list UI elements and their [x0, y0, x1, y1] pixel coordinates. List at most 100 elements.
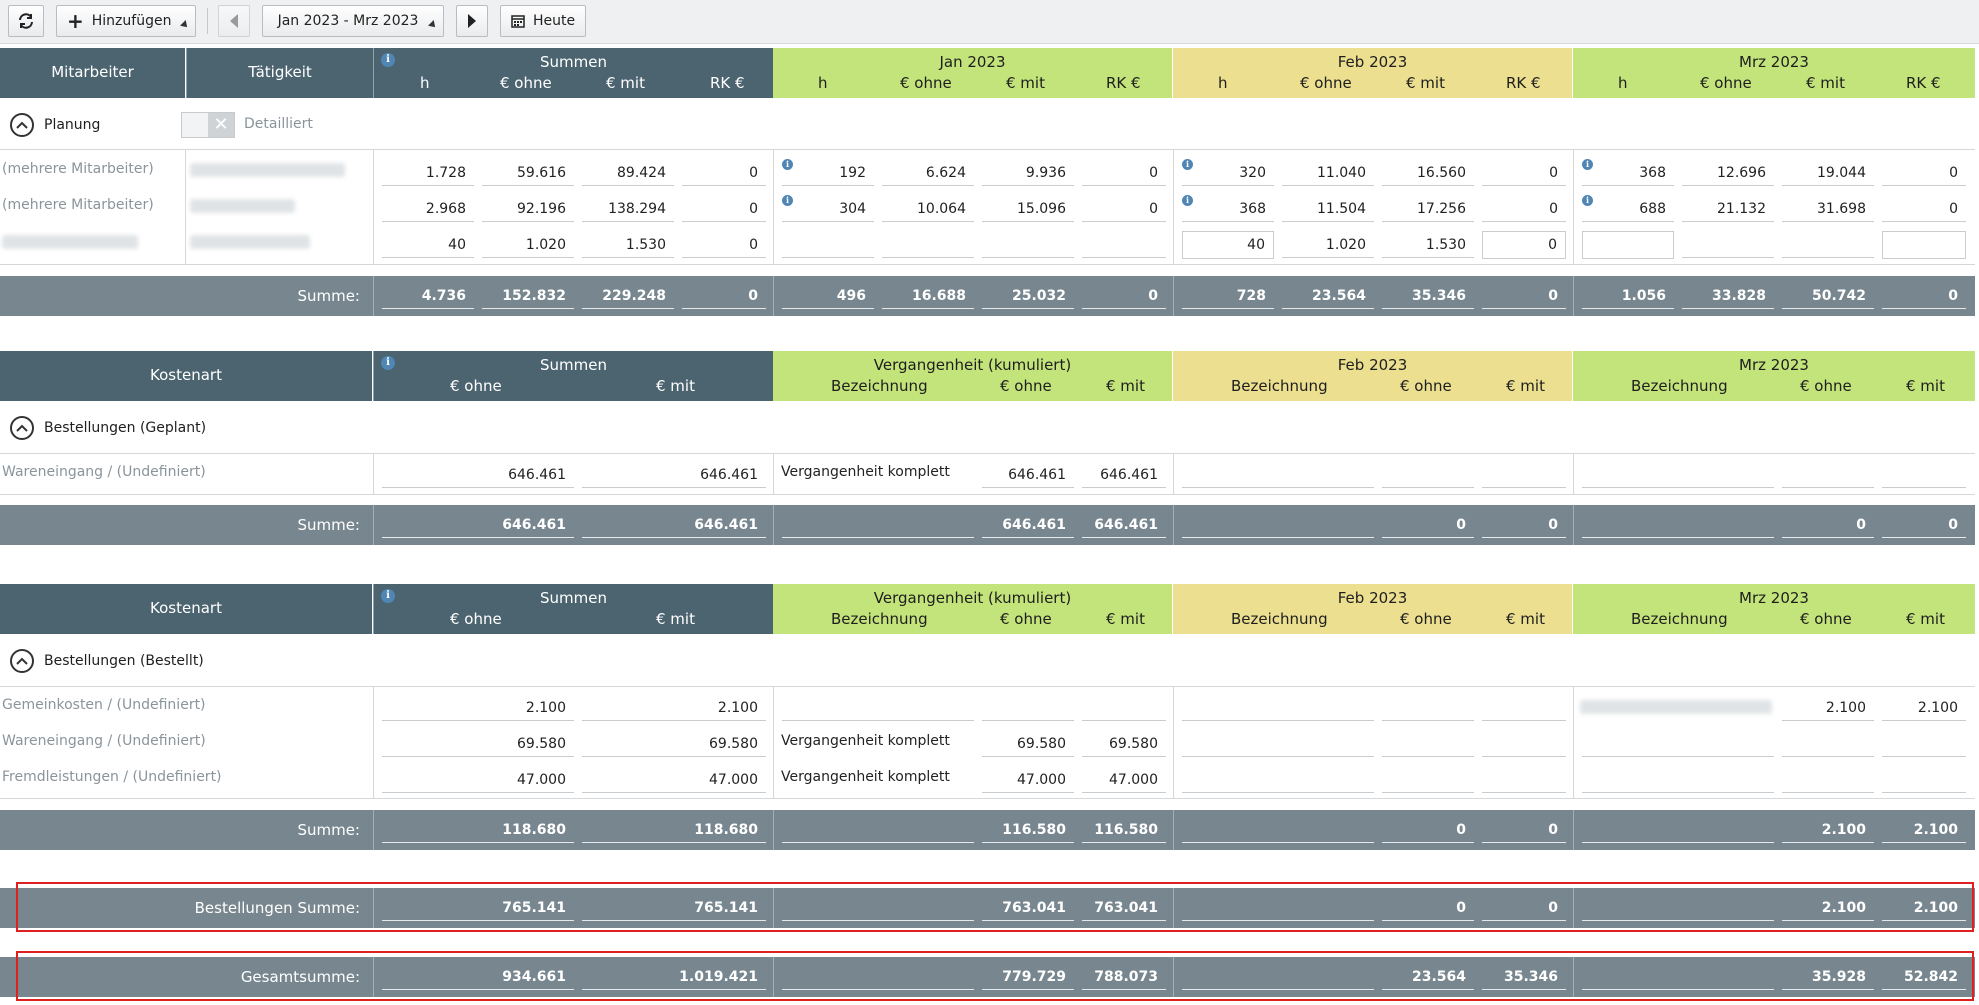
- verg-eur-mit-cell[interactable]: [1082, 695, 1166, 721]
- sum-eur-mit-cell[interactable]: 1.530: [582, 232, 674, 258]
- sum-eur-mit-cell[interactable]: 89.424: [582, 160, 674, 186]
- feb-eur-ohne-cell[interactable]: 1.020: [1282, 232, 1374, 258]
- feb-h-cell[interactable]: 368: [1182, 196, 1274, 222]
- feb-eur-ohne-cell[interactable]: [1382, 731, 1474, 757]
- feb-rk-input[interactable]: 0: [1482, 231, 1566, 259]
- sum-eur-mit-cell[interactable]: 646.461: [582, 462, 766, 488]
- verg-eur-mit-cell[interactable]: 69.580: [1082, 731, 1166, 757]
- mrz-eur-mit-cell[interactable]: 2.100: [1882, 695, 1966, 721]
- feb-h-cell[interactable]: 320: [1182, 160, 1274, 186]
- jan-eur-mit-cell[interactable]: [982, 232, 1074, 258]
- feb-bezeichnung-cell[interactable]: [1182, 462, 1374, 488]
- sum-eur-ohne-cell[interactable]: 1.020: [482, 232, 574, 258]
- mrz-rk-cell[interactable]: 0: [1882, 160, 1966, 186]
- mrz-eur-ohne-cell[interactable]: 12.696: [1682, 160, 1774, 186]
- mrz-eur-ohne-cell[interactable]: 21.132: [1682, 196, 1774, 222]
- sum-eur-mit-cell[interactable]: 138.294: [582, 196, 674, 222]
- jan-eur-ohne-cell[interactable]: 6.624: [882, 160, 974, 186]
- sum-rk-cell[interactable]: 0: [682, 160, 766, 186]
- info-icon[interactable]: i: [1582, 195, 1593, 206]
- mrz-eur-mit-cell[interactable]: [1882, 462, 1966, 488]
- feb-eur-mit-cell[interactable]: [1482, 695, 1566, 721]
- verg-bezeichnung-cell[interactable]: [782, 695, 974, 721]
- feb-h-input[interactable]: 40: [1182, 231, 1274, 259]
- info-icon[interactable]: i: [1182, 159, 1193, 170]
- mrz-bezeichnung-cell[interactable]: [1582, 462, 1774, 488]
- feb-eur-mit-cell[interactable]: [1482, 462, 1566, 488]
- mrz-h-input[interactable]: [1582, 231, 1674, 259]
- info-icon[interactable]: i: [1182, 195, 1193, 206]
- verg-eur-ohne-cell[interactable]: 47.000: [982, 767, 1074, 793]
- jan-rk-cell[interactable]: [1082, 232, 1166, 258]
- collapse-chevron-icon[interactable]: [10, 113, 34, 137]
- sum-h-cell[interactable]: 2.968: [382, 196, 474, 222]
- planung-header-mitarbeiter[interactable]: Mitarbeiter: [0, 48, 185, 98]
- feb-eur-ohne-cell[interactable]: 11.040: [1282, 160, 1374, 186]
- collapse-chevron-icon[interactable]: [10, 416, 34, 440]
- mrz-eur-mit-cell[interactable]: 31.698: [1782, 196, 1874, 222]
- feb-eur-mit-cell[interactable]: 1.530: [1382, 232, 1474, 258]
- mrz-bezeichnung-cell[interactable]: [1582, 695, 1774, 721]
- jan-h-cell[interactable]: 192: [782, 160, 874, 186]
- collapse-chevron-icon[interactable]: [10, 649, 34, 673]
- feb-eur-ohne-cell[interactable]: 11.504: [1282, 196, 1374, 222]
- info-icon[interactable]: i: [1582, 159, 1593, 170]
- sum-rk-cell[interactable]: 0: [682, 196, 766, 222]
- feb-bezeichnung-cell[interactable]: [1182, 767, 1374, 793]
- jan-rk-cell[interactable]: 0: [1082, 160, 1166, 186]
- feb-eur-mit-cell[interactable]: [1482, 767, 1566, 793]
- today-button[interactable]: Heute: [500, 5, 586, 37]
- mrz-eur-ohne-cell[interactable]: [1782, 462, 1874, 488]
- period-selector[interactable]: Jan 2023 - Mrz 2023: [262, 5, 444, 37]
- refresh-button[interactable]: [8, 5, 44, 37]
- feb-eur-ohne-cell[interactable]: [1382, 767, 1474, 793]
- bestellt-header-kostenart[interactable]: Kostenart: [0, 584, 372, 634]
- sum-eur-ohne-cell[interactable]: 92.196: [482, 196, 574, 222]
- mrz-bezeichnung-cell[interactable]: [1582, 731, 1774, 757]
- sum-h-cell[interactable]: 1.728: [382, 160, 474, 186]
- sum-eur-ohne-cell[interactable]: 2.100: [382, 695, 574, 721]
- mrz-bezeichnung-cell[interactable]: [1582, 767, 1774, 793]
- jan-eur-mit-cell[interactable]: 15.096: [982, 196, 1074, 222]
- jan-eur-ohne-cell[interactable]: 10.064: [882, 196, 974, 222]
- info-icon[interactable]: i: [782, 195, 793, 206]
- feb-eur-mit-cell[interactable]: 17.256: [1382, 196, 1474, 222]
- sum-rk-cell[interactable]: 0: [682, 232, 766, 258]
- verg-eur-ohne-cell[interactable]: [982, 695, 1074, 721]
- verg-bezeichnung-cell[interactable]: Vergangenheit komplett: [781, 733, 950, 749]
- jan-h-cell[interactable]: [782, 232, 874, 258]
- verg-eur-ohne-cell[interactable]: 646.461: [982, 462, 1074, 488]
- feb-bezeichnung-cell[interactable]: [1182, 695, 1374, 721]
- mrz-eur-mit-cell[interactable]: [1782, 232, 1874, 258]
- jan-rk-cell[interactable]: 0: [1082, 196, 1166, 222]
- feb-eur-mit-cell[interactable]: [1482, 731, 1566, 757]
- verg-bezeichnung-cell[interactable]: Vergangenheit komplett: [781, 769, 950, 785]
- jan-h-cell[interactable]: 304: [782, 196, 874, 222]
- verg-eur-mit-cell[interactable]: 646.461: [1082, 462, 1166, 488]
- feb-rk-cell[interactable]: 0: [1482, 160, 1566, 186]
- info-icon[interactable]: i: [381, 589, 395, 603]
- previous-period-button[interactable]: [218, 5, 250, 37]
- mrz-rk-cell[interactable]: 0: [1882, 196, 1966, 222]
- sum-eur-mit-cell[interactable]: 69.580: [582, 731, 766, 757]
- mrz-eur-ohne-cell[interactable]: [1782, 767, 1874, 793]
- feb-bezeichnung-cell[interactable]: [1182, 731, 1374, 757]
- sum-eur-ohne-cell[interactable]: 47.000: [382, 767, 574, 793]
- mrz-h-cell[interactable]: 368: [1582, 160, 1674, 186]
- mrz-eur-mit-cell[interactable]: 19.044: [1782, 160, 1874, 186]
- verg-eur-mit-cell[interactable]: 47.000: [1082, 767, 1166, 793]
- next-period-button[interactable]: [456, 5, 488, 37]
- mrz-eur-ohne-cell[interactable]: [1782, 731, 1874, 757]
- sum-eur-mit-cell[interactable]: 2.100: [582, 695, 766, 721]
- sum-eur-ohne-cell[interactable]: 69.580: [382, 731, 574, 757]
- sum-eur-ohne-cell[interactable]: 646.461: [382, 462, 574, 488]
- mrz-h-cell[interactable]: 688: [1582, 196, 1674, 222]
- mrz-eur-ohne-cell[interactable]: [1682, 232, 1774, 258]
- sum-eur-ohne-cell[interactable]: 59.616: [482, 160, 574, 186]
- mrz-rk-input[interactable]: [1882, 231, 1966, 259]
- mrz-eur-mit-cell[interactable]: [1882, 767, 1966, 793]
- feb-rk-cell[interactable]: 0: [1482, 196, 1566, 222]
- add-button[interactable]: + Hinzufügen: [56, 5, 196, 37]
- verg-bezeichnung-cell[interactable]: Vergangenheit komplett: [781, 464, 950, 480]
- info-icon[interactable]: i: [381, 53, 395, 67]
